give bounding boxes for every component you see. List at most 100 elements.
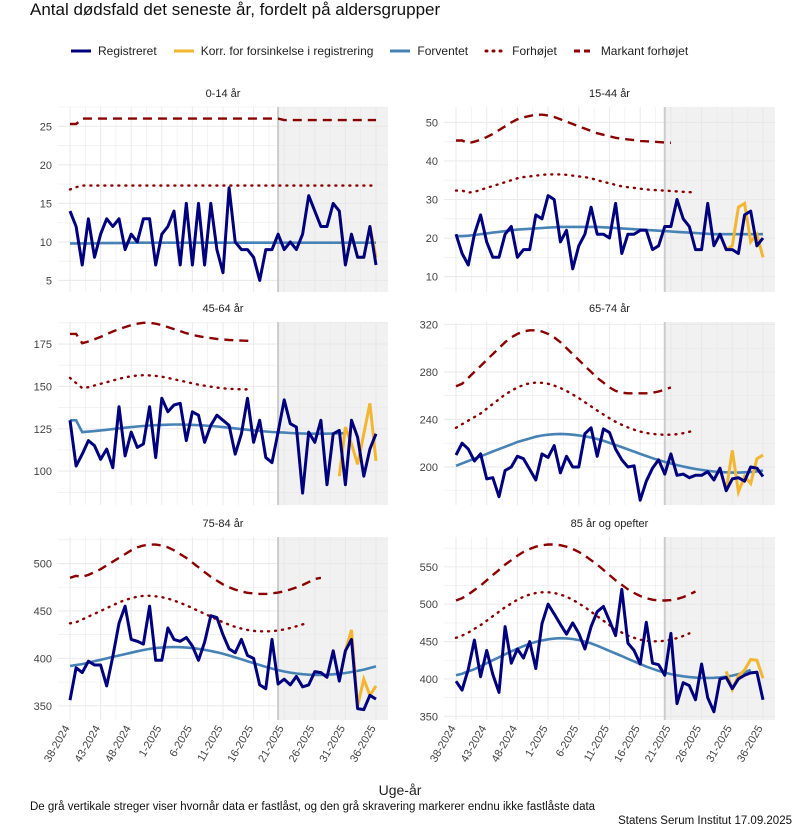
x-tick-label: 43-2024 [73,724,104,765]
series-markant [455,543,697,602]
legend-swatch-registreret [71,49,91,53]
y-tick-label: 175 [34,339,52,351]
y-tick-label: 280 [420,367,438,379]
panel-5: 75-84 år 350 400 450 500 38-2024 43-2024 48-202… [34,518,388,764]
series-markant [455,329,672,395]
y-tick-label: 200 [420,462,438,474]
x-tick-label: 26-2025 [674,724,705,765]
x-axis-title: Uge-år [378,782,422,798]
x-tick-label: 1-2025 [137,724,165,760]
legend-swatch-korrigeret [173,49,194,53]
series-registreret [68,604,377,712]
y-tick-label: 100 [34,466,52,478]
x-tick-label: 48-2024 [103,724,134,765]
legend-item-registreret: Registreret [70,44,157,58]
series-markant [70,117,376,126]
y-tick-label: 40 [426,156,438,168]
x-tick-label: 38-2024 [428,724,459,765]
y-tick-label: 20 [40,160,52,172]
panel-title: 0-14 år [206,88,241,100]
series-forhojet [68,184,378,191]
facet-chart: 0-14 år 5 10 15 20 25 15-44 år 10 20 30 40 50 45-64 … [34,88,775,764]
legend-item-markant: Markant forhøjet [573,44,688,58]
x-tick-label: 36-2025 [348,724,379,765]
footnote: De grå vertikale streger viser hvornår d… [30,801,596,813]
panel-1: 0-14 år 5 10 15 20 25 [40,88,388,292]
x-tick-label: 48-2024 [489,724,520,765]
y-tick-label: 20 [426,233,438,245]
y-tick-label: 350 [420,711,438,723]
y-tick-label: 450 [420,637,438,649]
x-tick-label: 36-2025 [735,724,766,765]
x-tick-label: 6-2025 [554,724,582,760]
series-registreret [68,186,378,282]
series-korrigeret [724,450,764,498]
legend-swatch-forhojet [484,49,507,53]
y-tick-label: 25 [40,121,52,133]
panel-4: 65-74 år 200 240 280 320 [420,303,775,505]
series-markant [456,113,671,145]
panel-3: 45-64 år 100 125 150 175 [34,303,388,505]
legend-swatch-forventet [390,49,411,53]
series-markant [70,321,254,345]
y-tick-label: 5 [46,275,52,287]
source-credit: Statens Serum Institut 17.09.2025 [618,815,792,827]
x-tick-label: 31-2025 [317,724,348,765]
panel-2: 15-44 år 10 20 30 40 50 [426,88,775,292]
unlocked-shade [278,537,388,720]
x-tick-label: 21-2025 [256,724,287,765]
y-tick-label: 500 [420,599,438,611]
y-tick-label: 400 [420,674,438,686]
x-tick-label: 11-2025 [195,724,225,764]
panel-title: 15-44 år [589,88,630,100]
legend-item-korrigeret: Korr. for forsinkelse i registrering [173,44,374,58]
y-tick-label: 10 [426,272,438,284]
legend-item-forventet: Forventet [389,44,468,58]
series-registreret [454,194,765,271]
unlocked-shade [278,107,388,292]
legend-label-registreret: Registreret [98,44,157,58]
legend-label-markant: Markant forhøjet [600,44,689,58]
y-tick-label: 10 [40,237,52,249]
unlocked-shade [664,537,775,720]
unlocked-shade [664,107,775,292]
series-markant [69,543,322,596]
unlocked-shade [664,322,775,505]
panel-title: 45-64 år [203,303,244,315]
y-tick-label: 400 [34,653,52,665]
x-tick-label: 6-2025 [167,724,195,760]
series-korrigeret [725,200,765,258]
x-tick-label: 31-2025 [704,724,735,765]
legend-label-forventet: Forventet [417,44,469,58]
y-tick-label: 320 [420,319,438,331]
y-tick-label: 50 [426,117,438,129]
y-tick-label: 125 [34,424,52,436]
series-forventet [455,432,764,474]
series-forhojet [454,173,697,194]
series-registreret [68,396,378,495]
legend-label-forhojet: Forhøjet [512,44,557,58]
x-tick-label: 1-2025 [523,724,551,760]
series-registreret [454,587,765,714]
series-forventet [70,241,376,245]
x-tick-label: 16-2025 [612,724,643,765]
series-forhojet [68,594,310,633]
y-tick-label: 500 [34,559,52,571]
series-forventet [455,636,752,680]
x-tick-label: 38-2024 [42,724,73,765]
x-tick-label: 21-2025 [643,724,674,765]
panel-title: 65-74 år [589,303,630,315]
panel-6: 85 år og opefter 350 400 450 500 550 38-2024 43… [420,518,775,764]
legend: Registreret Korr. for forsinkelse i regi… [70,43,704,59]
panel-title: 75-84 år [203,518,244,530]
series-forhojet [68,373,249,391]
panel-title: 85 år og opefter [571,518,649,530]
y-tick-label: 30 [426,195,438,207]
legend-item-forhojet: Forhøjet [484,44,557,58]
y-tick-label: 350 [34,701,52,713]
legend-label-korrigeret: Korr. for forsinkelse i registrering [200,44,374,58]
series-korrigeret [337,403,378,477]
x-tick-label: 11-2025 [582,724,612,764]
series-forhojet [454,381,697,437]
y-tick-label: 450 [34,606,52,618]
